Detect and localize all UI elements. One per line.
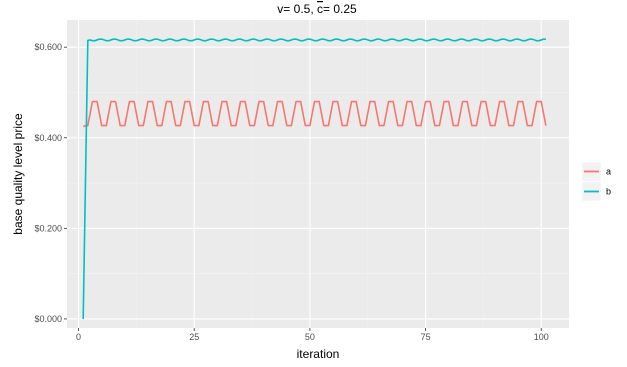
y-tick-label: $0.000 bbox=[34, 314, 62, 324]
x-tick-label: 25 bbox=[189, 332, 199, 342]
y-tick-label: $0.600 bbox=[34, 42, 62, 52]
x-tick-label: 75 bbox=[421, 332, 431, 342]
series-lines bbox=[82, 38, 547, 319]
y-axis-title: base quality level price bbox=[11, 113, 25, 235]
legend-label-a: a bbox=[606, 167, 611, 177]
x-tick-label: 50 bbox=[305, 332, 315, 342]
y-tick-label: $0.200 bbox=[34, 223, 62, 233]
x-axis-title: iteration bbox=[297, 347, 340, 361]
x-tick-label: 100 bbox=[534, 332, 549, 342]
series-line-a bbox=[83, 100, 547, 128]
chart-title-suffix: = 0.25 bbox=[323, 2, 357, 16]
chart-title-prefix: v= 0.5, bbox=[277, 2, 317, 16]
axis-ticks bbox=[64, 46, 542, 331]
legend-label-b: b bbox=[606, 187, 611, 197]
series-line-b bbox=[82, 38, 546, 319]
major-gridlines bbox=[67, 20, 569, 328]
legend: ab bbox=[581, 161, 611, 202]
y-tick-label: $0.400 bbox=[34, 133, 62, 143]
minor-gridlines bbox=[67, 20, 569, 328]
axis-tick-labels: 0 25 50 75 100 $0.000 $0.200 $0.400 $0.600 bbox=[34, 42, 548, 342]
x-tick-label: 0 bbox=[76, 332, 81, 342]
chart-title-symbol: c bbox=[317, 2, 323, 16]
chart-title: v= 0.5, c= 0.25 bbox=[277, 2, 357, 16]
plot-panel bbox=[67, 20, 569, 328]
